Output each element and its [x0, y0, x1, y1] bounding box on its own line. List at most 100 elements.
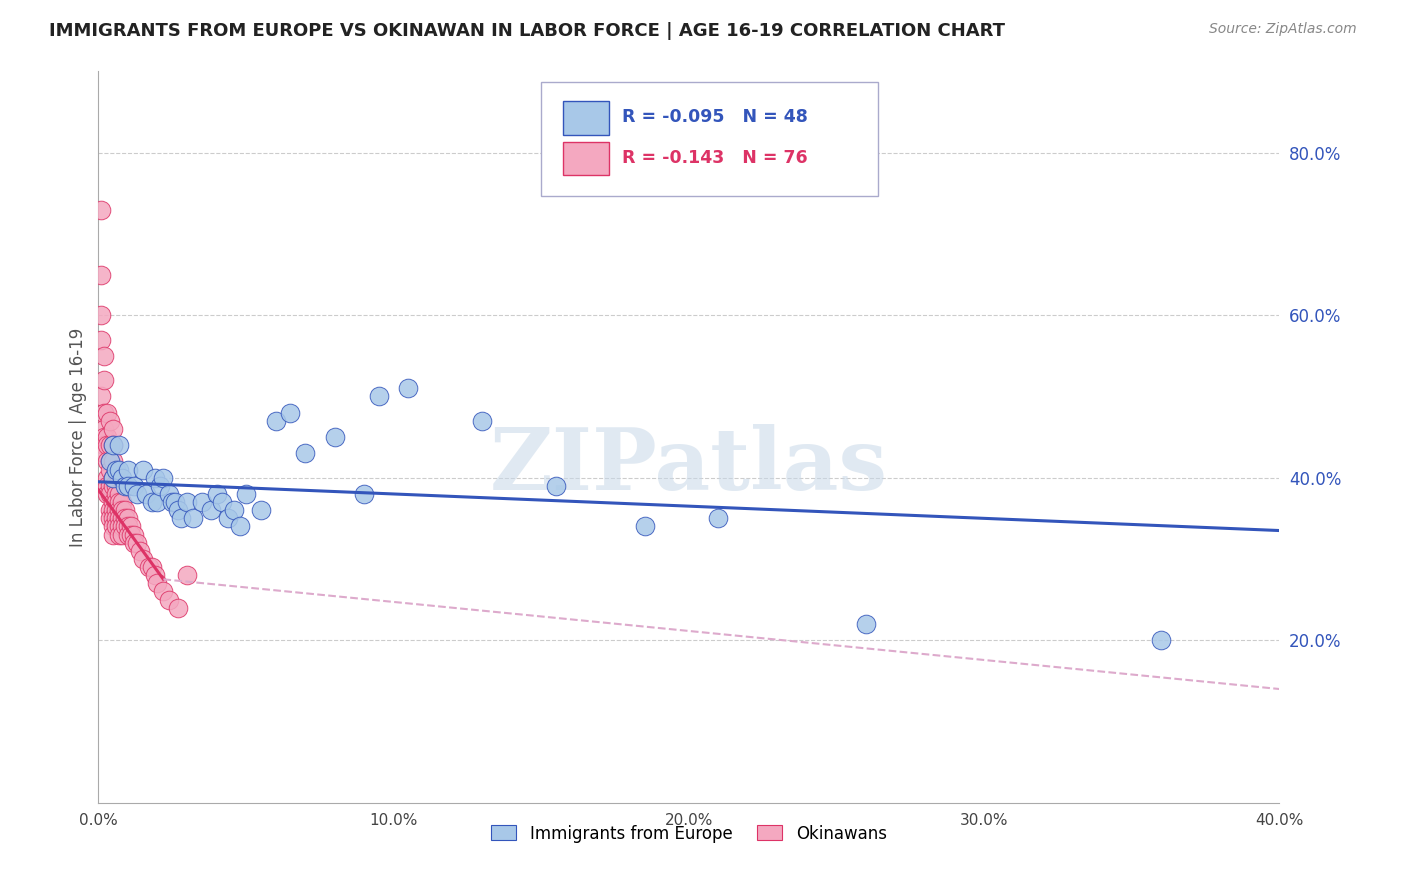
Point [103, 471, 125, 485]
Point [103, 422, 125, 436]
Point [229, 519, 252, 533]
FancyBboxPatch shape [541, 82, 877, 195]
Point [98, 503, 121, 517]
Point [181, 511, 204, 525]
Point [103, 471, 125, 485]
Point [111, 511, 134, 525]
Point [224, 503, 246, 517]
Point [96, 471, 118, 485]
Point [138, 560, 160, 574]
Point [108, 495, 131, 509]
FancyBboxPatch shape [562, 102, 609, 135]
Point [103, 495, 125, 509]
Point [93, 373, 115, 387]
Point [105, 462, 128, 476]
Point [111, 527, 134, 541]
Point [93, 422, 115, 436]
Point [96, 454, 118, 468]
Point [471, 414, 494, 428]
Legend: Immigrants from Europe, Okinawans: Immigrants from Europe, Okinawans [485, 818, 893, 849]
Point [855, 617, 877, 632]
Point [170, 511, 193, 525]
Point [111, 519, 134, 533]
Point [294, 446, 316, 460]
Point [122, 527, 145, 541]
Point [264, 414, 287, 428]
Text: ZIPatlas: ZIPatlas [489, 425, 889, 508]
Point [98, 454, 121, 468]
Point [122, 535, 145, 549]
Point [280, 406, 302, 420]
Point [114, 519, 136, 533]
Point [105, 511, 128, 525]
Point [128, 544, 150, 558]
Point [103, 527, 125, 541]
Point [108, 462, 131, 476]
Point [98, 487, 121, 501]
Text: R = -0.095   N = 48: R = -0.095 N = 48 [621, 109, 807, 127]
Point [98, 479, 121, 493]
Point [146, 495, 169, 509]
Point [250, 503, 273, 517]
FancyBboxPatch shape [562, 142, 609, 175]
Point [93, 438, 115, 452]
Point [114, 479, 136, 493]
Point [146, 576, 169, 591]
Point [111, 495, 134, 509]
Point [143, 471, 166, 485]
Point [98, 454, 121, 468]
Point [546, 479, 568, 493]
Point [135, 487, 157, 501]
Point [149, 479, 172, 493]
Point [98, 414, 121, 428]
Point [634, 519, 657, 533]
Point [398, 381, 420, 395]
Point [217, 511, 239, 525]
Point [162, 495, 183, 509]
Point [176, 495, 198, 509]
Point [167, 503, 190, 517]
Point [108, 487, 131, 501]
Text: R = -0.143   N = 76: R = -0.143 N = 76 [621, 149, 807, 167]
Point [141, 560, 163, 574]
Point [93, 349, 115, 363]
Point [105, 479, 128, 493]
Point [205, 487, 228, 501]
Point [103, 438, 125, 452]
Point [157, 592, 180, 607]
Point [103, 479, 125, 493]
Y-axis label: In Labor Force | Age 16-19: In Labor Force | Age 16-19 [69, 327, 87, 547]
Point [165, 495, 187, 509]
Point [114, 511, 136, 525]
Point [200, 503, 222, 517]
Point [117, 479, 139, 493]
Point [707, 511, 730, 525]
Point [105, 487, 128, 501]
Text: IMMIGRANTS FROM EUROPE VS OKINAWAN IN LABOR FORCE | AGE 16-19 CORRELATION CHART: IMMIGRANTS FROM EUROPE VS OKINAWAN IN LA… [49, 22, 1005, 40]
Point [96, 438, 118, 452]
Point [103, 454, 125, 468]
Point [132, 462, 155, 476]
Point [96, 479, 118, 493]
Point [103, 503, 125, 517]
Point [323, 430, 346, 444]
Point [98, 511, 121, 525]
Point [108, 527, 131, 541]
Point [122, 479, 145, 493]
Point [111, 503, 134, 517]
Point [93, 430, 115, 444]
Point [93, 446, 115, 460]
Point [108, 511, 131, 525]
Point [176, 568, 198, 582]
Point [90, 308, 112, 322]
Point [211, 495, 233, 509]
Point [167, 600, 190, 615]
Point [96, 487, 118, 501]
Point [235, 487, 257, 501]
Point [108, 519, 131, 533]
Point [120, 519, 142, 533]
Point [152, 471, 174, 485]
Point [117, 527, 139, 541]
Point [105, 495, 128, 509]
Point [103, 519, 125, 533]
